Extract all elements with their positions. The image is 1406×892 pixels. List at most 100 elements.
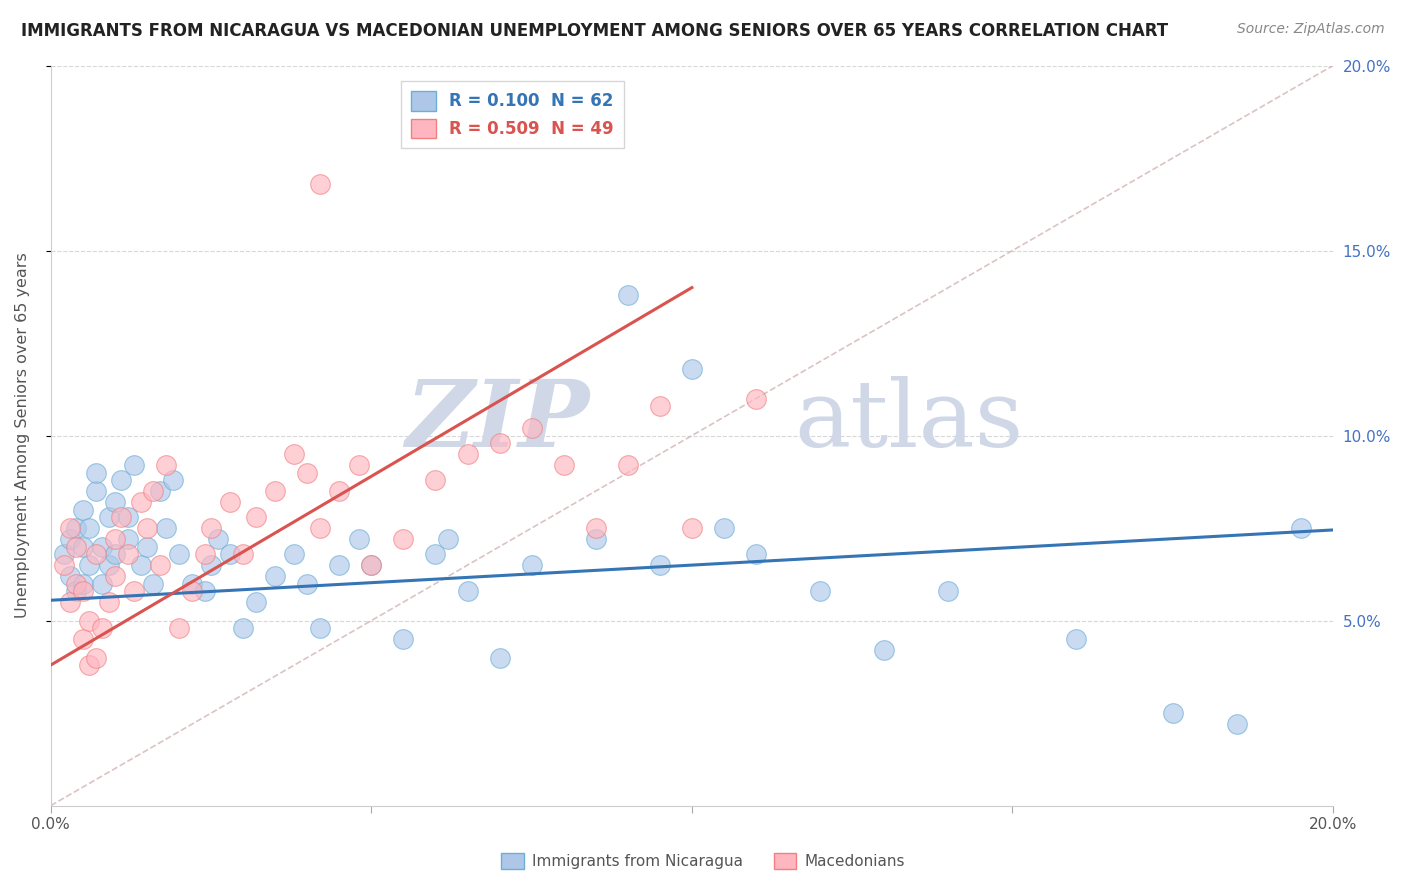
Point xyxy=(104,569,127,583)
Point xyxy=(585,532,607,546)
Point xyxy=(104,495,127,509)
Point xyxy=(297,466,319,480)
Point xyxy=(91,621,114,635)
Point xyxy=(110,473,132,487)
Point xyxy=(65,540,87,554)
Point xyxy=(309,521,332,535)
Point xyxy=(72,502,94,516)
Point xyxy=(713,521,735,535)
Point xyxy=(122,584,145,599)
Point xyxy=(648,399,671,413)
Point xyxy=(681,521,703,535)
Point xyxy=(425,473,447,487)
Point xyxy=(72,540,94,554)
Point xyxy=(309,177,332,191)
Point xyxy=(59,569,82,583)
Point xyxy=(808,584,831,599)
Legend: R = 0.100  N = 62, R = 0.509  N = 49: R = 0.100 N = 62, R = 0.509 N = 49 xyxy=(401,81,624,148)
Point xyxy=(91,540,114,554)
Point xyxy=(194,547,217,561)
Point xyxy=(207,532,229,546)
Point xyxy=(347,458,370,473)
Point xyxy=(59,532,82,546)
Point xyxy=(136,540,159,554)
Y-axis label: Unemployment Among Seniors over 65 years: Unemployment Among Seniors over 65 years xyxy=(15,252,30,618)
Point xyxy=(681,362,703,376)
Point xyxy=(155,521,177,535)
Point xyxy=(936,584,959,599)
Point xyxy=(488,650,510,665)
Text: ZIP: ZIP xyxy=(405,376,589,466)
Point xyxy=(65,584,87,599)
Point xyxy=(104,547,127,561)
Point xyxy=(59,595,82,609)
Point xyxy=(65,576,87,591)
Point xyxy=(457,584,479,599)
Point xyxy=(873,643,896,657)
Point xyxy=(520,558,543,573)
Point xyxy=(65,521,87,535)
Point xyxy=(79,558,101,573)
Point xyxy=(117,510,139,524)
Point xyxy=(309,621,332,635)
Point xyxy=(200,558,222,573)
Point xyxy=(219,495,242,509)
Point xyxy=(149,558,172,573)
Point xyxy=(392,532,415,546)
Point xyxy=(84,484,107,499)
Point xyxy=(52,547,75,561)
Point xyxy=(392,632,415,646)
Point xyxy=(347,532,370,546)
Point xyxy=(97,510,120,524)
Point xyxy=(616,288,638,302)
Point xyxy=(360,558,382,573)
Point xyxy=(585,521,607,535)
Point xyxy=(84,547,107,561)
Point xyxy=(245,595,267,609)
Point xyxy=(328,558,350,573)
Point xyxy=(122,458,145,473)
Point xyxy=(79,614,101,628)
Point xyxy=(283,547,305,561)
Point xyxy=(232,621,254,635)
Point xyxy=(180,584,202,599)
Point xyxy=(97,558,120,573)
Point xyxy=(1161,706,1184,720)
Point xyxy=(297,576,319,591)
Point xyxy=(72,632,94,646)
Point xyxy=(79,658,101,673)
Point xyxy=(488,436,510,450)
Point xyxy=(232,547,254,561)
Point xyxy=(328,484,350,499)
Point xyxy=(91,576,114,591)
Point xyxy=(457,447,479,461)
Point xyxy=(52,558,75,573)
Point xyxy=(162,473,184,487)
Point xyxy=(360,558,382,573)
Point xyxy=(117,532,139,546)
Point xyxy=(136,521,159,535)
Point xyxy=(264,484,287,499)
Point xyxy=(142,576,165,591)
Point xyxy=(219,547,242,561)
Point xyxy=(167,547,190,561)
Text: atlas: atlas xyxy=(794,376,1024,466)
Point xyxy=(520,421,543,435)
Point xyxy=(745,392,768,406)
Point xyxy=(425,547,447,561)
Point xyxy=(117,547,139,561)
Point xyxy=(129,495,152,509)
Point xyxy=(97,595,120,609)
Point xyxy=(437,532,460,546)
Point xyxy=(194,584,217,599)
Point xyxy=(129,558,152,573)
Point xyxy=(167,621,190,635)
Point xyxy=(1226,717,1249,731)
Point xyxy=(245,510,267,524)
Text: IMMIGRANTS FROM NICARAGUA VS MACEDONIAN UNEMPLOYMENT AMONG SENIORS OVER 65 YEARS: IMMIGRANTS FROM NICARAGUA VS MACEDONIAN … xyxy=(21,22,1168,40)
Point xyxy=(648,558,671,573)
Point xyxy=(745,547,768,561)
Point xyxy=(1289,521,1312,535)
Point xyxy=(72,584,94,599)
Point xyxy=(84,650,107,665)
